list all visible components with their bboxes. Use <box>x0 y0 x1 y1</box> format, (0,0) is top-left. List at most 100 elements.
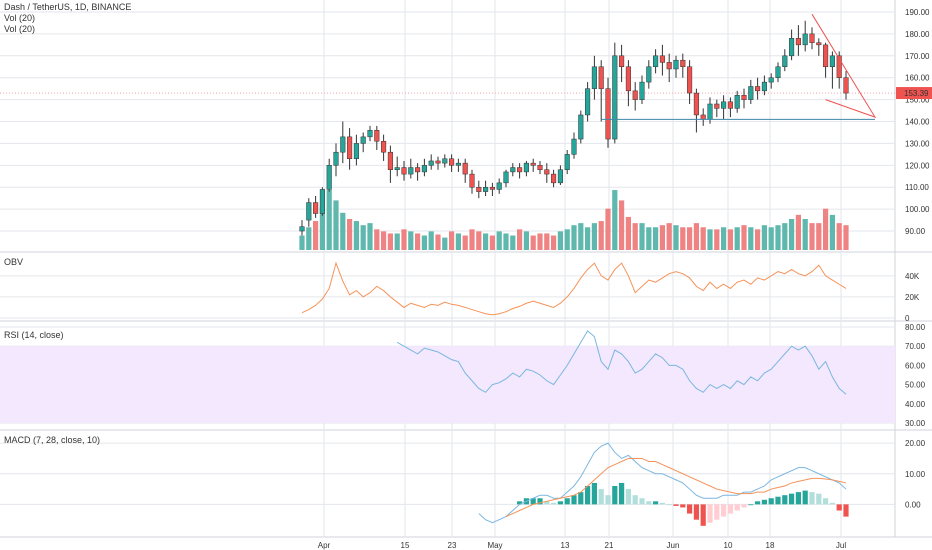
candle <box>653 49 659 74</box>
macd-histogram-bar <box>829 502 835 505</box>
volume-bar <box>829 214 835 250</box>
candle-body <box>510 167 516 173</box>
candle-body <box>639 81 645 100</box>
candle-body <box>755 86 761 92</box>
candles <box>299 20 849 236</box>
candle-body <box>619 55 625 68</box>
volume-bar <box>360 225 366 250</box>
candle-body <box>347 136 353 160</box>
macd-histogram-bar <box>734 504 740 511</box>
candle-body <box>428 160 434 166</box>
candle-body <box>829 55 835 68</box>
candle <box>394 156 400 177</box>
macd-histogram-bar <box>836 504 842 511</box>
candle-body <box>496 182 502 190</box>
rsi-legend[interactable]: RSI (14, close) <box>4 330 64 340</box>
rsi-band <box>0 346 895 423</box>
volume-bar <box>700 227 706 250</box>
candle <box>449 154 455 172</box>
candle <box>802 20 808 52</box>
volume-bar <box>748 227 754 250</box>
volume-bar <box>639 223 645 250</box>
obv-legend[interactable]: OBV <box>4 257 24 267</box>
candle-body <box>469 173 475 188</box>
time-tick-label: Jul <box>836 541 846 550</box>
candle-body <box>387 151 393 170</box>
candle-body <box>544 169 550 175</box>
volume-bar <box>816 223 822 250</box>
obv-tick-label: 40K <box>905 272 920 281</box>
candle <box>415 163 421 181</box>
candle <box>693 88 699 133</box>
volume-bar <box>408 231 414 250</box>
candle <box>789 29 795 61</box>
volume-bar <box>625 216 631 250</box>
vol-legend-1[interactable]: Vol (20) <box>4 13 36 23</box>
macd-histogram-bar <box>809 492 815 505</box>
volume-bar <box>421 235 427 250</box>
drawings[interactable] <box>601 13 877 120</box>
candle <box>578 110 584 144</box>
volume-bar <box>374 229 380 250</box>
candle-body <box>340 136 346 153</box>
volume-bar <box>741 225 747 250</box>
macd-histogram-bar <box>612 486 618 505</box>
macd-legend[interactable]: MACD (7, 28, close, 10) <box>4 435 101 445</box>
macd-histogram-bar <box>591 482 597 505</box>
candle-body <box>836 55 842 78</box>
macd-histogram-bar <box>619 482 625 505</box>
macd-histogram-bar <box>782 495 788 505</box>
volume-bar <box>755 229 761 250</box>
candle <box>795 25 801 56</box>
time-axis[interactable]: Apr 15 23 May 13 21 Jun 10 18 Jul <box>318 541 847 550</box>
candle-body <box>823 44 829 68</box>
price-axis[interactable]: 190.00 180.00 170.00 160.00 150.00 140.00 130.… <box>905 8 930 509</box>
price-tick-label: 110.00 <box>905 183 929 192</box>
symbol-title[interactable]: Dash / TetherUS, 1D, BINANCE <box>4 2 132 12</box>
macd-histogram-bar <box>646 501 652 505</box>
volume-bar <box>795 214 801 250</box>
volume-bar <box>564 229 570 250</box>
candle-body <box>313 202 319 214</box>
macd-histogram-bar <box>578 492 584 505</box>
macd-histogram-bar <box>530 498 536 505</box>
price-tick-label: 100.00 <box>905 205 930 214</box>
obv-polyline <box>301 261 847 316</box>
candle <box>537 160 543 175</box>
macd-histogram-bar <box>625 489 631 505</box>
candle <box>585 82 591 122</box>
volume-bar <box>306 227 312 250</box>
vol-legend-2[interactable]: Vol (20) <box>4 24 36 34</box>
price-tick-label: 190.00 <box>905 8 930 17</box>
volume-bar <box>557 231 563 250</box>
candle-body <box>693 92 699 116</box>
candle <box>544 163 550 183</box>
volume-bar <box>823 208 829 250</box>
time-tick-label: Jun <box>667 541 680 550</box>
volume-bar <box>714 229 720 250</box>
candle-body <box>564 154 570 170</box>
volume-bar <box>367 223 373 250</box>
macd-histogram-bar <box>775 496 781 505</box>
candle <box>721 95 727 120</box>
time-tick-label: 18 <box>766 541 775 550</box>
macd-histogram-bar <box>748 504 754 506</box>
volume-bar <box>809 223 815 250</box>
candle <box>333 143 339 177</box>
candle-body <box>374 130 380 142</box>
volume-bar <box>544 233 550 250</box>
obv-line <box>301 261 847 316</box>
macd-histogram-bar <box>598 489 604 505</box>
rsi-tick-label: 70.00 <box>905 342 926 351</box>
volume-bar <box>476 231 482 250</box>
candle <box>353 134 359 166</box>
macd-histogram-bar <box>680 504 686 508</box>
candle-body <box>659 55 665 63</box>
candle-body <box>673 59 679 70</box>
rsi-line <box>396 330 847 395</box>
volume-bar <box>489 235 495 250</box>
candle-body <box>517 167 523 173</box>
candle <box>632 82 638 111</box>
candle-body <box>598 66 604 89</box>
